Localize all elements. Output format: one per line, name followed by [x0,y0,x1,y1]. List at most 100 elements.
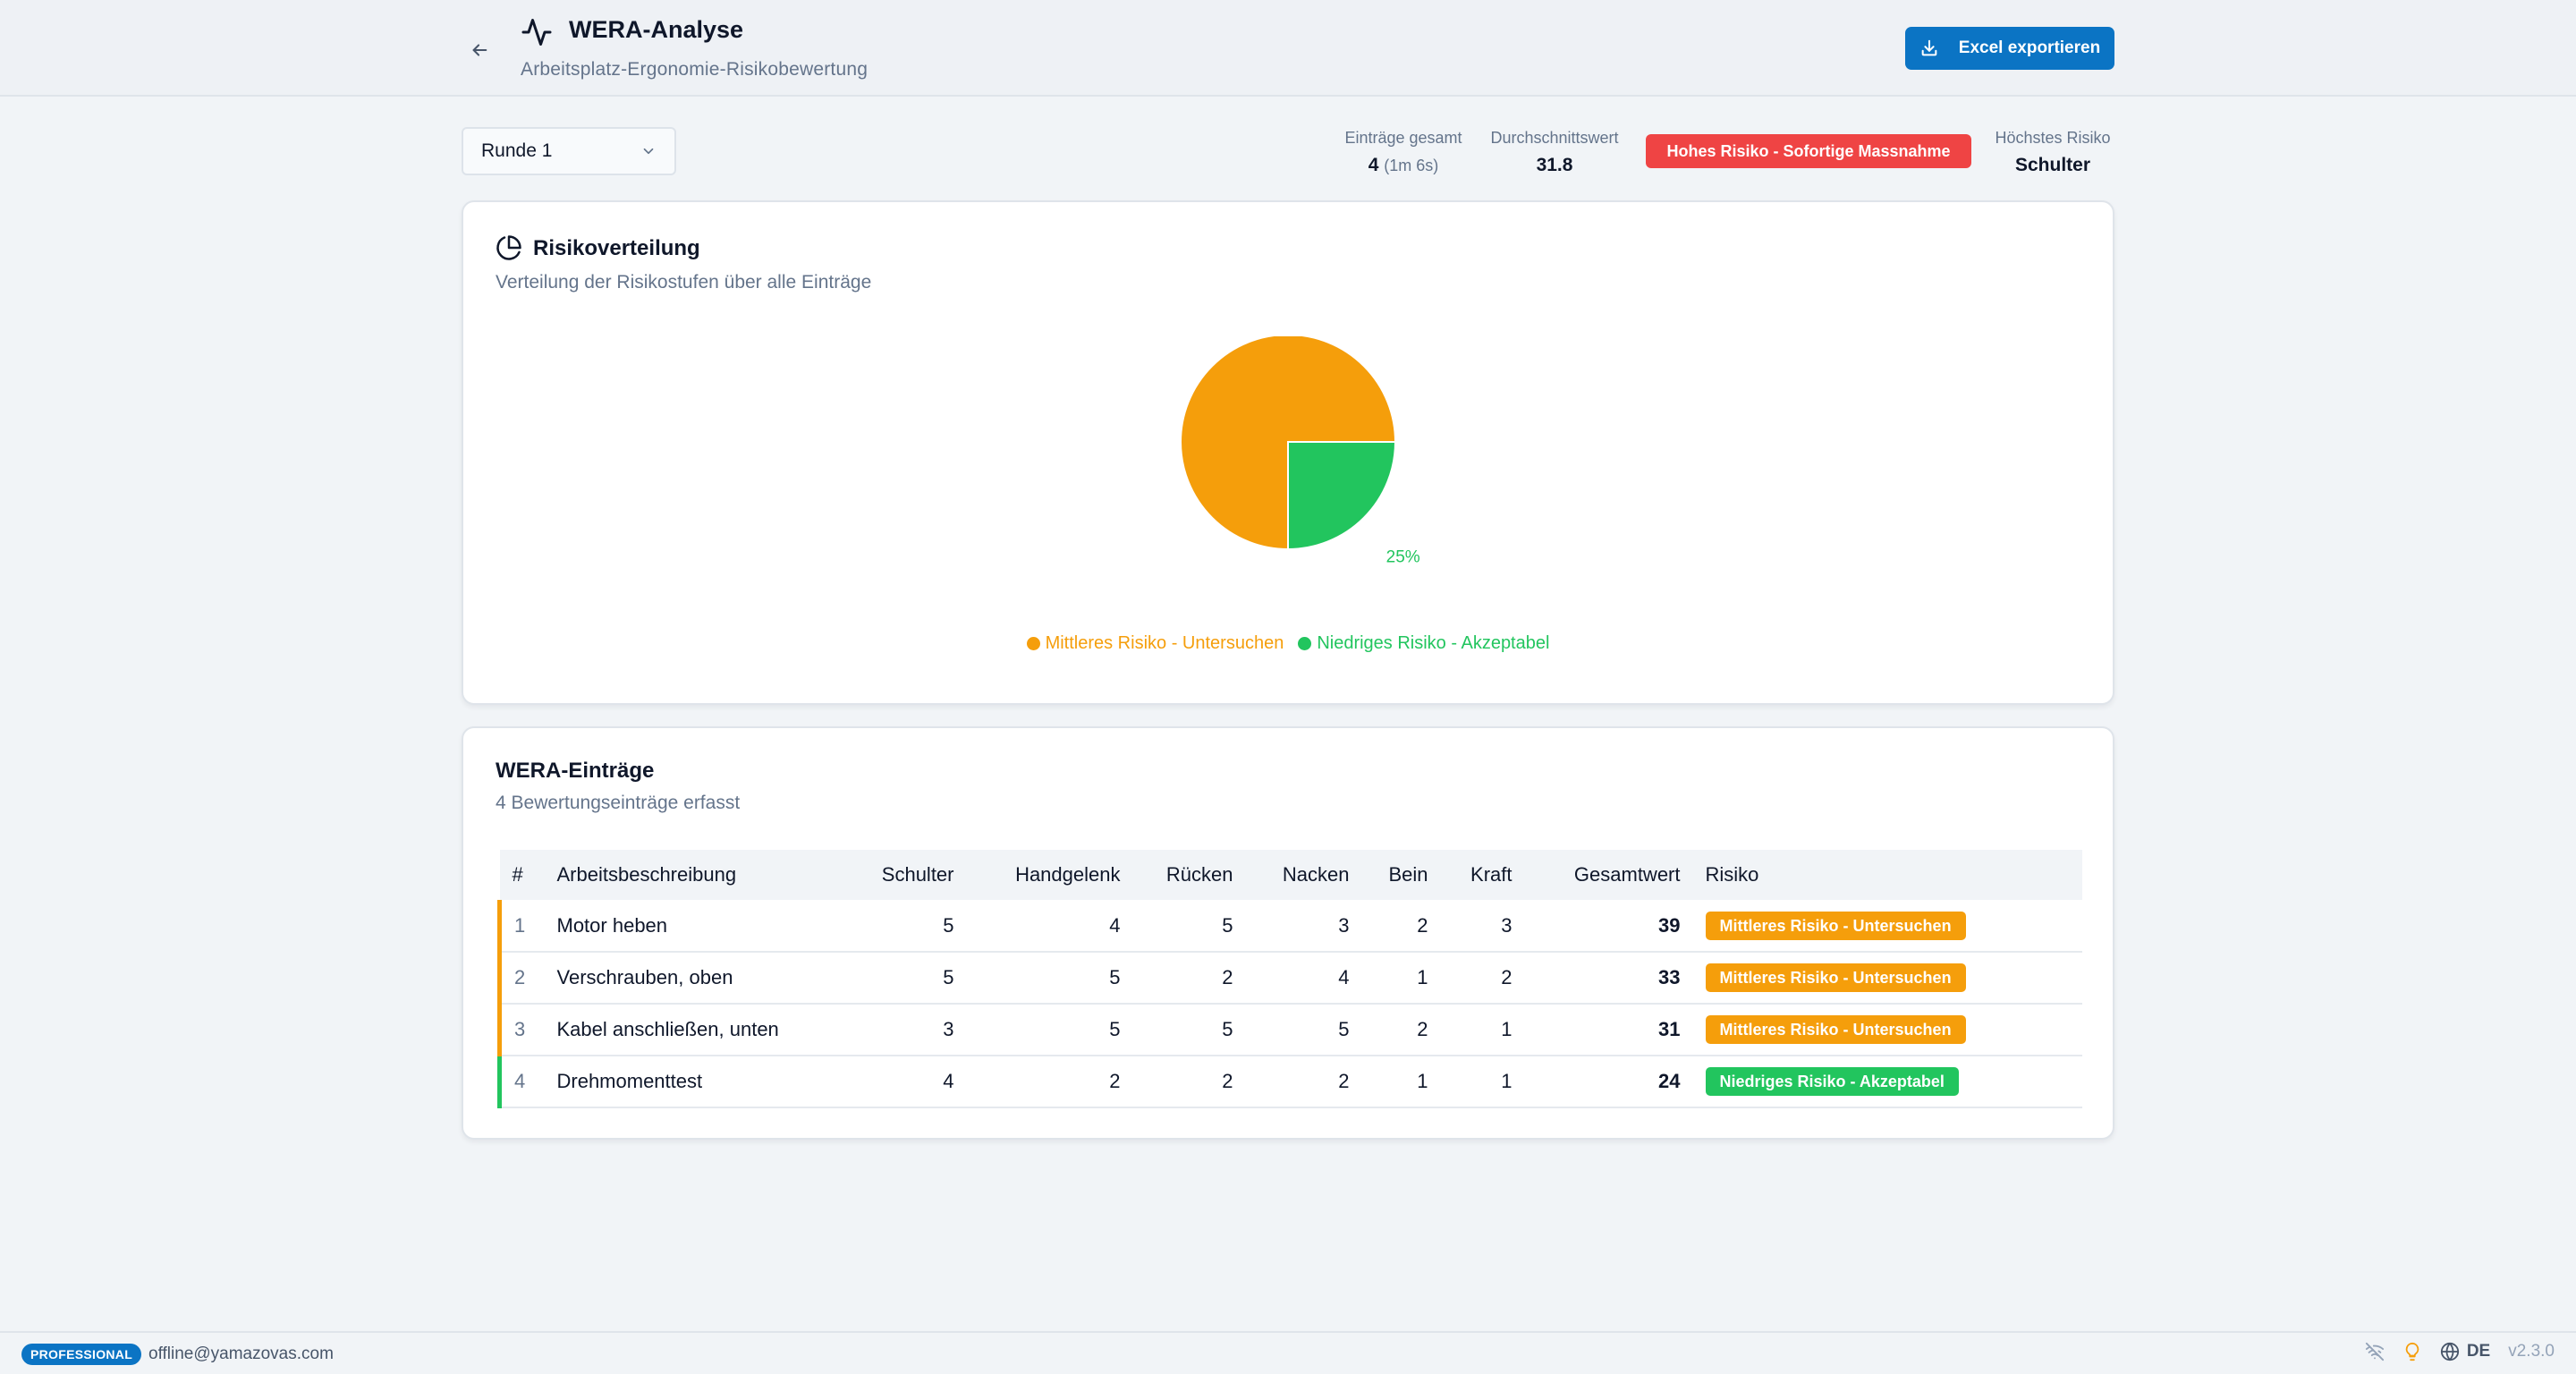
export-excel-button[interactable]: Excel exportieren [1905,27,2114,70]
user-email: offline@yamazovas.com [148,1344,334,1363]
cell-risk: Mittleres Risiko - Untersuchen [1692,952,2082,1005]
export-button-label: Excel exportieren [1958,38,2101,57]
stat-entries-label: Einträge gesamt [1344,129,1462,147]
lightbulb-icon[interactable] [2402,1342,2422,1361]
legend-item-low: Niedriges Risiko - Akzeptabel [1298,633,1549,654]
cell-description: Drehmomenttest [544,1056,867,1108]
cell-bein: 2 [1361,1004,1441,1056]
cell-kraft: 2 [1440,952,1525,1005]
language-switcher[interactable]: DE [2440,1342,2490,1361]
stat-average: Durchschnittswert 31.8 [1483,129,1626,176]
entries-title: WERA-Einträge [496,759,655,783]
pie-slice-0[interactable] [1180,336,1397,551]
cell-schulter: 5 [866,900,967,953]
cell-schulter: 3 [866,1004,967,1056]
cell-total: 31 [1524,1004,1693,1056]
globe-icon [2440,1342,2459,1361]
col-header-bein[interactable]: Bein [1388,863,1428,886]
back-button[interactable] [465,36,494,64]
cell-total: 24 [1524,1056,1693,1108]
overall-risk-badge: Hohes Risiko - Sofortige Massnahme [1646,134,1971,168]
stat-average-label: Durchschnittswert [1490,129,1619,147]
round-select[interactable]: Runde 1 [462,127,676,175]
app-header: WERA-Analyse Arbeitsplatz-Ergonomie-Risi… [0,0,2576,97]
col-header-description[interactable]: Arbeitsbeschreibung [556,863,737,886]
wifi-off-icon[interactable] [2365,1342,2385,1361]
col-header-risk[interactable]: Risiko [1705,863,1759,886]
legend-dot-medium [1026,637,1040,650]
app-version: v2.3.0 [2508,1342,2555,1361]
cell-handgelenk: 2 [966,1056,1133,1108]
cell-kraft: 3 [1440,900,1525,953]
status-bar: PROFESSIONAL offline@yamazovas.com DE v2… [0,1331,2576,1374]
cell-nacken: 5 [1245,1004,1362,1056]
entries-description: 4 Bewertungseinträge erfasst [496,793,741,813]
risk-distribution-card: Risikoverteilung Verteilung der Risikost… [462,200,2114,705]
cell-schulter: 4 [866,1056,967,1108]
stat-entries-duration: (1m 6s) [1384,157,1439,174]
stat-entries-value: 4 (1m 6s) [1338,155,1469,176]
cell-ruecken: 5 [1132,1004,1246,1056]
wera-entries-card: WERA-Einträge 4 Bewertungseinträge erfas… [462,726,2114,1140]
risk-badge: Mittleres Risiko - Untersuchen [1705,911,1966,940]
status-bar-right: DE v2.3.0 [2365,1342,2555,1361]
cell-index: 4 [497,1056,545,1108]
cell-index: 1 [497,900,545,953]
risk-pie-chart: 75%25% [1156,336,1420,567]
cell-bein: 1 [1361,952,1441,1005]
cell-kraft: 1 [1440,1056,1525,1108]
col-header-nacken[interactable]: Nacken [1282,863,1350,886]
stat-highest-label: Höchstes Risiko [1995,129,2111,147]
table-row[interactable]: 4 Drehmomenttest 4 2 2 2 1 1 24 Niedrige… [497,1056,2082,1108]
cell-total: 39 [1524,900,1693,953]
arrow-left-icon [472,44,487,56]
cell-risk: Niedriges Risiko - Akzeptabel [1692,1056,2082,1108]
legend-item-medium: Mittleres Risiko - Untersuchen [1026,633,1284,654]
risk-badge: Niedriges Risiko - Akzeptabel [1705,1067,1959,1096]
activity-icon [521,19,552,46]
table-row[interactable]: 2 Verschrauben, oben 5 5 2 4 1 2 33 Mitt… [497,952,2082,1005]
col-header-ruecken[interactable]: Rücken [1165,863,1233,886]
cell-risk: Mittleres Risiko - Untersuchen [1692,1004,2082,1056]
cell-description: Kabel anschließen, unten [544,1004,867,1056]
cell-bein: 1 [1361,1056,1441,1108]
cell-handgelenk: 4 [966,900,1133,953]
download-icon [1921,39,1937,56]
entries-table: # Arbeitsbeschreibung Schulter Handgelen… [497,850,2082,1108]
cell-handgelenk: 5 [966,952,1133,1005]
col-header-handgelenk[interactable]: Handgelenk [1015,863,1121,886]
stat-average-value: 31.8 [1536,155,1573,175]
risk-badge: Mittleres Risiko - Untersuchen [1705,963,1966,992]
col-header-total[interactable]: Gesamtwert [1573,863,1681,886]
chevron-down-icon [643,148,654,155]
table-header-row: # Arbeitsbeschreibung Schulter Handgelen… [499,850,2082,900]
table-row[interactable]: 1 Motor heben 5 4 5 3 2 3 39 Mittleres R… [497,900,2082,953]
pie-label-1: 25% [1386,548,1420,567]
cell-index: 3 [497,1004,545,1056]
plan-badge: PROFESSIONAL [21,1344,142,1365]
pie-chart-icon [496,235,521,260]
cell-ruecken: 2 [1132,1056,1246,1108]
risk-badge: Mittleres Risiko - Untersuchen [1705,1015,1966,1044]
cell-description: Verschrauben, oben [544,952,867,1005]
col-header-index[interactable]: # [512,863,523,886]
cell-nacken: 2 [1245,1056,1362,1108]
cell-nacken: 3 [1245,900,1362,953]
table-row[interactable]: 3 Kabel anschließen, unten 3 5 5 5 2 1 3… [497,1004,2082,1056]
cell-bein: 2 [1361,900,1441,953]
col-header-kraft[interactable]: Kraft [1470,863,1513,886]
cell-handgelenk: 5 [966,1004,1133,1056]
stat-highest-value: Schulter [2014,155,2091,175]
distribution-title: Risikoverteilung [533,236,700,260]
cell-kraft: 1 [1440,1004,1525,1056]
page-subtitle: Arbeitsplatz-Ergonomie-Risikobewertung [521,59,869,80]
cell-description: Motor heben [544,900,867,953]
cell-total: 33 [1524,952,1693,1005]
col-header-schulter[interactable]: Schulter [881,863,954,886]
pie-slice-1[interactable] [1287,441,1397,551]
stat-highest-risk: Höchstes Risiko Schulter [1987,129,2118,176]
legend-label-medium: Mittleres Risiko - Untersuchen [1045,633,1284,653]
cell-schulter: 5 [866,952,967,1005]
stat-entries-count: 4 [1368,155,1379,175]
cell-risk: Mittleres Risiko - Untersuchen [1692,900,2082,953]
